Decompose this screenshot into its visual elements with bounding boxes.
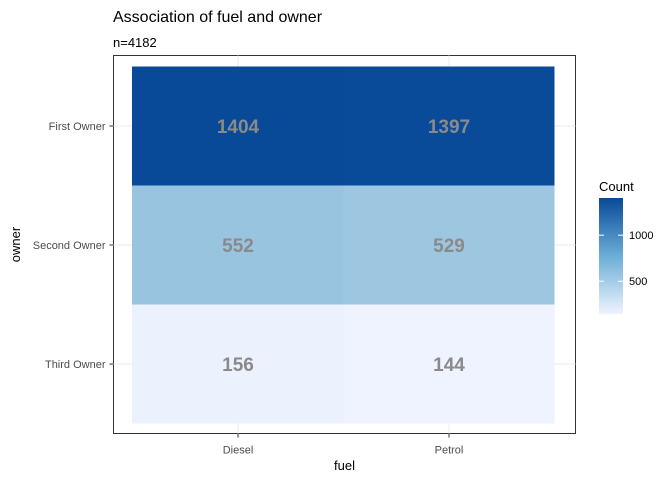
- y-axis-title: owner: [8, 226, 23, 262]
- legend-tick-label: 1000: [629, 230, 653, 242]
- cell-value-label: 144: [433, 355, 465, 376]
- x-tick-label: Petrol: [435, 445, 464, 457]
- chart-title: Association of fuel and owner: [113, 9, 323, 26]
- y-tick-label: Second Owner: [33, 240, 106, 252]
- color-legend: Count 500 1000: [599, 179, 653, 314]
- cell-value-label: 1397: [428, 117, 470, 138]
- heatmap-cells: [132, 66, 555, 424]
- legend-colorbar: [599, 198, 623, 314]
- legend-tick-label: 500: [629, 276, 647, 288]
- cell-value-label: 552: [222, 236, 254, 257]
- plot-panel: 1404 1397 552 529 156 144: [113, 55, 576, 434]
- cell-value-label: 156: [222, 355, 254, 376]
- cell-value-label: 529: [433, 236, 465, 257]
- legend-title: Count: [599, 179, 634, 194]
- heatmap-cell: [132, 304, 344, 424]
- y-axis: First Owner Second Owner Third Owner: [33, 121, 114, 371]
- heatmap-cell: [132, 66, 344, 186]
- legend-ticks: 500 1000: [599, 230, 653, 288]
- heatmap-cell: [343, 304, 555, 424]
- y-tick-label: Third Owner: [45, 359, 106, 371]
- chart-subtitle: n=4182: [113, 35, 157, 50]
- y-tick-label: First Owner: [49, 121, 106, 133]
- x-tick-label: Diesel: [223, 445, 254, 457]
- heatmap-cell: [343, 66, 555, 186]
- x-axis-title: fuel: [334, 458, 355, 473]
- x-axis: Diesel Petrol: [223, 433, 464, 457]
- cell-value-label: 1404: [217, 117, 260, 138]
- heatmap-cell: [132, 185, 344, 305]
- cell-value-labels: 1404 1397 552 529 156 144: [217, 117, 470, 376]
- heatmap-cell: [343, 185, 555, 305]
